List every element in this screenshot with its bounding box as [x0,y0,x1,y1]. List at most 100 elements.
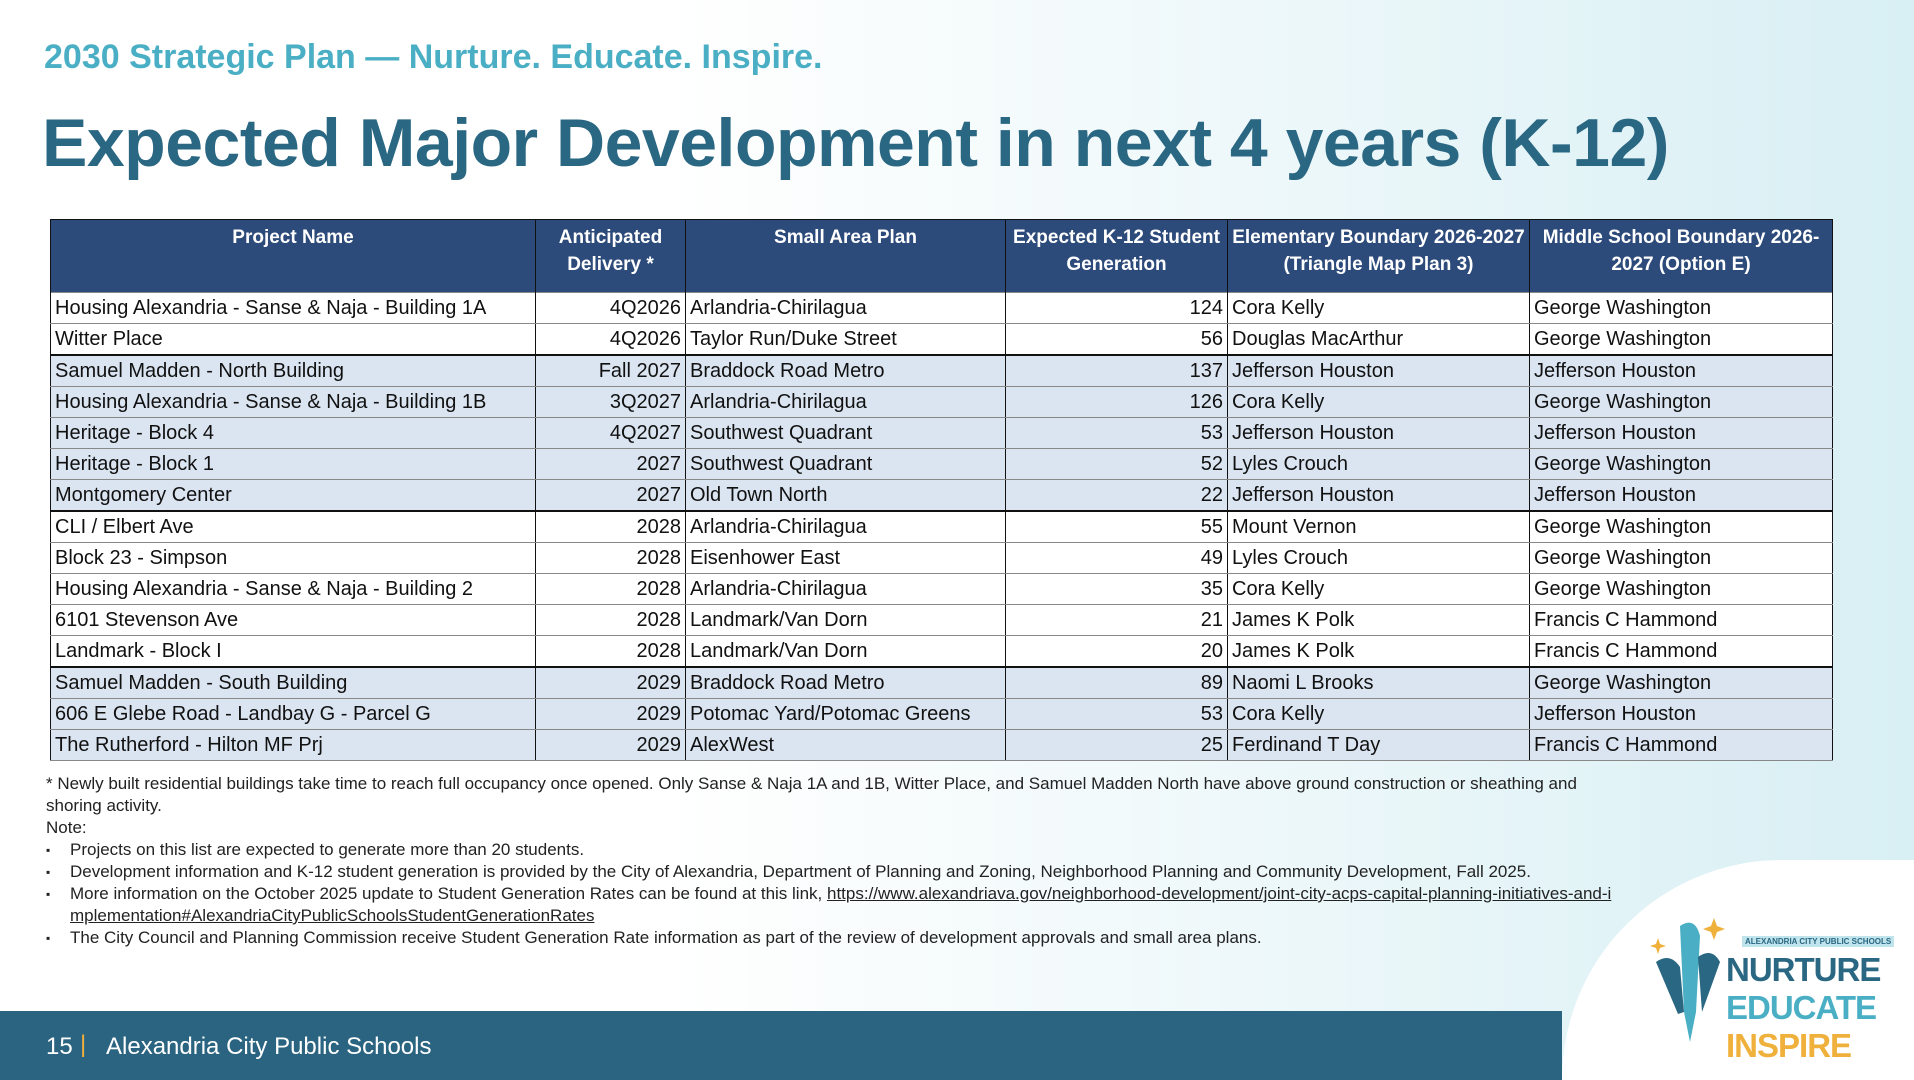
table-cell: Southwest Quadrant [685,417,1006,449]
note-list: Projects on this list are expected to ge… [46,839,1616,949]
table-cell: Fall 2027 [535,354,686,387]
table-cell: James K Polk [1227,604,1530,636]
table-cell: George Washington [1529,666,1833,699]
table-cell: 2029 [535,666,686,699]
table-row: Samuel Madden - North Building Fall 2027 B… [50,354,1833,387]
content-area: Project Name Anticipated Delivery * Small … [46,219,1833,949]
table-cell: 137 [1005,354,1228,387]
column-header: Small Area Plan [685,219,1006,293]
slide-title: Expected Major Development in next 4 yea… [42,105,1669,181]
note-text: More information on the October 2025 upd… [70,884,827,903]
table-cell: 2029 [535,729,686,761]
table-row: 6101 Stevenson Ave 2028 Landmark/Van Dorn 2… [50,604,1833,636]
table-cell: 20 [1005,635,1228,668]
table-cell: George Washington [1529,386,1833,418]
table-cell: Mount Vernon [1227,510,1530,543]
note-item: Development information and K-12 student… [46,861,1616,883]
logo-small-text: ALEXANDRIA CITY PUBLIC SCHOOLS [1742,936,1895,947]
table-cell: 2028 [535,510,686,543]
column-header: Expected K-12 Student Generation [1005,219,1228,293]
table-cell: George Washington [1529,510,1833,543]
table-cell: 2028 [535,635,686,668]
student-generation-link[interactable]: https://www.alexandriava.gov/neighborhoo… [70,884,1612,925]
table-row: Heritage - Block 4 4Q2027 Southwest Quadra… [50,417,1833,449]
table-cell: 49 [1005,542,1228,574]
table-cell: Cora Kelly [1227,573,1530,605]
table-row: Housing Alexandria - Sanse & Naja - Buil… [50,573,1833,605]
table-cell: 3Q2027 [535,386,686,418]
table-cell: George Washington [1529,573,1833,605]
table-cell: 2027 [535,448,686,480]
table-cell: 21 [1005,604,1228,636]
table-cell: AlexWest [685,729,1006,761]
footer-separator: | [80,1031,87,1058]
table-cell: Housing Alexandria - Sanse & Naja - Buil… [50,386,536,418]
table-cell: 2027 [535,479,686,512]
table-row: Housing Alexandria - Sanse & Naja - Buil… [50,292,1833,324]
table-cell: Cora Kelly [1227,386,1530,418]
table-cell: Cora Kelly [1227,292,1530,324]
table-cell: Jefferson Houston [1529,354,1833,387]
table-cell: Douglas MacArthur [1227,323,1530,356]
table-cell: George Washington [1529,448,1833,480]
table-cell: Southwest Quadrant [685,448,1006,480]
table-cell: George Washington [1529,323,1833,356]
table-cell: Arlandria-Chirilagua [685,386,1006,418]
table-cell: Witter Place [50,323,536,356]
table-cell: Ferdinand T Day [1227,729,1530,761]
table-cell: 35 [1005,573,1228,605]
footnote: * Newly built residential buildings take… [46,774,1577,815]
development-table: Project Name Anticipated Delivery * Small … [50,219,1833,761]
note-item: Projects on this list are expected to ge… [46,839,1616,861]
table-cell: Jefferson Houston [1529,417,1833,449]
table-row: Heritage - Block 1 2027 Southwest Quadrant… [50,448,1833,480]
note-item: More information on the October 2025 upd… [46,883,1616,927]
table-cell: Naomi L Brooks [1227,666,1530,699]
table-cell: 56 [1005,323,1228,356]
table-cell: Jefferson Houston [1529,479,1833,512]
table-header-row: Project Name Anticipated Delivery * Small … [50,219,1833,293]
table-row: Witter Place 4Q2026 Taylor Run/Duke Street… [50,323,1833,356]
table-cell: Braddock Road Metro [685,354,1006,387]
table-cell: 124 [1005,292,1228,324]
table-cell: 53 [1005,698,1228,730]
slide-subtitle: 2030 Strategic Plan — Nurture. Educate. … [44,38,823,76]
column-header: Project Name [50,219,536,293]
table-cell: Jefferson Houston [1529,698,1833,730]
table-cell: Braddock Road Metro [685,666,1006,699]
table-cell: Francis C Hammond [1529,604,1833,636]
table-row: Montgomery Center 2027 Old Town North 22 Jef… [50,479,1833,512]
table-cell: 2028 [535,573,686,605]
table-cell: George Washington [1529,292,1833,324]
table-cell: Old Town North [685,479,1006,512]
footer-bar: 15 | Alexandria City Public Schools [0,1011,1562,1080]
table-row: CLI / Elbert Ave 2028 Arlandria-Chirilagua… [50,510,1833,543]
note-item: The City Council and Planning Commission… [46,927,1616,949]
table-row: Landmark - Block I 2028 Landmark/Van Dorn 2… [50,635,1833,668]
table-cell: 2028 [535,604,686,636]
table-cell: Samuel Madden - South Building [50,666,536,699]
column-header: Anticipated Delivery * [535,219,686,293]
table-cell: 6101 Stevenson Ave [50,604,536,636]
table-cell: Eisenhower East [685,542,1006,574]
table-cell: 2029 [535,698,686,730]
table-cell: Housing Alexandria - Sanse & Naja - Buil… [50,573,536,605]
table-cell: 4Q2026 [535,292,686,324]
table-cell: 22 [1005,479,1228,512]
table-cell: 606 E Glebe Road - Landbay G - Parcel G [50,698,536,730]
logo-word: EDUCATE [1726,989,1877,1026]
table-cell: 25 [1005,729,1228,761]
table-cell: Landmark/Van Dorn [685,604,1006,636]
note-label: Note: [46,818,87,837]
table-cell: Block 23 - Simpson [50,542,536,574]
table-cell: Arlandria-Chirilagua [685,510,1006,543]
table-cell: Francis C Hammond [1529,635,1833,668]
table-cell: Arlandria-Chirilagua [685,292,1006,324]
table-cell: Housing Alexandria - Sanse & Naja - Buil… [50,292,536,324]
table-row: Housing Alexandria - Sanse & Naja - Buil… [50,386,1833,418]
table-row: Block 23 - Simpson 2028 Eisenhower East 49 L… [50,542,1833,574]
table-cell: Jefferson Houston [1227,417,1530,449]
table-row: Samuel Madden - South Building 2029 Braddo… [50,666,1833,699]
column-header: Middle School Boundary 2026-2027 (Option… [1529,219,1833,293]
table-cell: Lyles Crouch [1227,542,1530,574]
